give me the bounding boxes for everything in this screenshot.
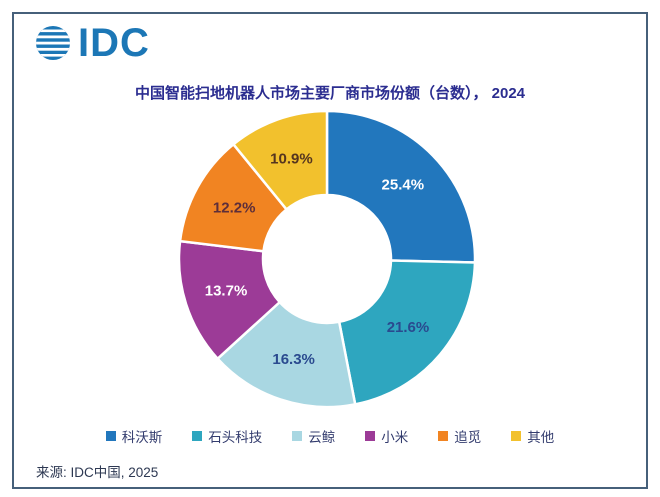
chart-legend: 科沃斯 石头科技 云鲸 小米 追觅 其他: [14, 426, 646, 446]
legend-label: 科沃斯: [121, 430, 163, 445]
source-note: 来源: IDC中国, 2025: [36, 465, 159, 480]
idc-globe-icon: [36, 26, 70, 60]
slice-value-label: 12.2%: [213, 199, 256, 216]
slice-value-label: 16.3%: [272, 351, 315, 368]
donut-svg: 25.4% 21.6% 16.3% 13.7% 12.2% 10.9%: [177, 109, 477, 409]
legend-swatch-icon: [292, 431, 303, 441]
legend-swatch-icon: [192, 431, 203, 441]
legend-swatch-icon: [511, 431, 522, 441]
legend-item-追觅: 追觅: [438, 426, 481, 446]
legend-label: 小米: [381, 430, 409, 445]
legend-label: 其他: [527, 430, 555, 445]
legend-label: 石头科技: [208, 430, 263, 445]
slice-value-label: 25.4%: [382, 176, 425, 193]
legend-label: 云鲸: [308, 430, 336, 445]
slice-value-label: 21.6%: [387, 319, 430, 336]
legend-swatch-icon: [438, 431, 449, 441]
idc-logo-text: IDC: [78, 21, 150, 65]
legend-label: 追觅: [454, 430, 482, 445]
slice-value-label: 13.7%: [205, 283, 248, 300]
chart-frame: IDC 中国智能扫地机器人市场主要厂商市场份额（台数）， 2024 25.4% 2…: [12, 12, 648, 489]
idc-logo: IDC: [32, 22, 150, 64]
donut-slice-其他: [232, 109, 329, 211]
chart-title: 中国智能扫地机器人市场主要厂商市场份额（台数）， 2024: [134, 85, 526, 102]
legend-item-石头科技: 石头科技: [192, 426, 262, 446]
legend-swatch-icon: [365, 431, 376, 441]
donut-slice-石头科技: [337, 259, 477, 406]
legend-item-小米: 小米: [365, 426, 408, 446]
legend-item-云鲸: 云鲸: [292, 426, 335, 446]
slice-value-label: 10.9%: [270, 151, 313, 168]
donut-chart: 25.4% 21.6% 16.3% 13.7% 12.2% 10.9%: [167, 97, 487, 417]
legend-swatch-icon: [105, 431, 116, 441]
legend-item-科沃斯: 科沃斯: [105, 426, 163, 446]
donut-slice-科沃斯: [325, 109, 477, 264]
legend-item-其他: 其他: [511, 426, 554, 446]
